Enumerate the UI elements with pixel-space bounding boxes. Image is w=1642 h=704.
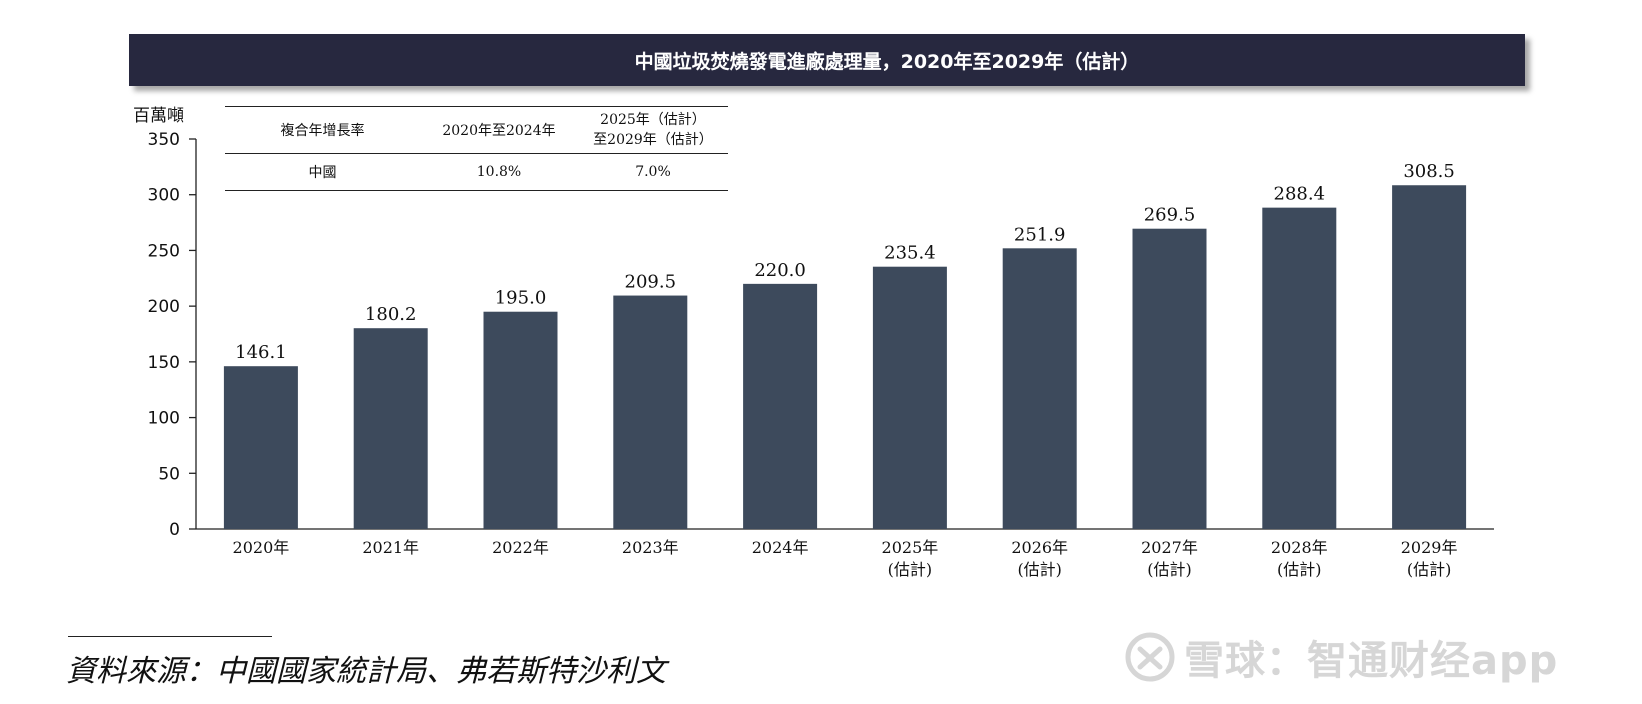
bar-value-label: 220.0	[754, 260, 806, 281]
cagr-table: 複合年增長率 2020年至2024年 2025年（估計） 至2029年（估計） …	[225, 106, 728, 191]
x-tick-label: 2024年	[752, 538, 809, 557]
bar-value-label: 288.4	[1274, 184, 1326, 205]
bar	[1002, 248, 1077, 529]
y-tick-label: 100	[148, 409, 180, 429]
x-tick-label: 2027年	[1141, 538, 1198, 557]
bar	[613, 295, 688, 529]
x-tick-label: 2029年	[1401, 538, 1458, 557]
cagr-header-label: 複合年增長率	[280, 123, 365, 139]
cagr-header-period2: 2025年（估計） 至2029年（估計）	[578, 110, 728, 150]
y-tick-label: 350	[148, 130, 180, 150]
bar-value-label: 195.0	[495, 288, 547, 309]
chart-title: 中國垃圾焚燒發電進廠處理量，2020年至2029年（估計）	[634, 50, 1140, 73]
x-tick-label: 2022年	[492, 538, 549, 557]
bar	[353, 328, 428, 529]
x-tick-sublabel: (估計)	[1277, 560, 1322, 579]
x-tick-label: 2021年	[362, 538, 419, 557]
cagr-table-header: 複合年增長率 2020年至2024年 2025年（估計） 至2029年（估計）	[225, 106, 728, 153]
x-tick-sublabel: (估計)	[1407, 560, 1452, 579]
watermark: 雪球：智通财经app	[1124, 628, 1558, 686]
cagr-header-period2-line1: 2025年（估計）	[600, 112, 706, 128]
bar	[1392, 185, 1467, 529]
bar-value-label: 269.5	[1144, 205, 1196, 226]
cagr-row-region: 中國	[308, 165, 337, 181]
bar-value-label: 146.1	[235, 342, 287, 363]
x-tick-sublabel: (估計)	[1017, 560, 1062, 579]
x-tick-label: 2025年	[882, 538, 939, 557]
cagr-row-value2: 7.0%	[635, 164, 671, 180]
watermark-text: 雪球：智通财经app	[1184, 638, 1559, 684]
x-tick-label: 2020年	[233, 538, 290, 557]
bar-value-label: 251.9	[1014, 224, 1066, 245]
x-tick-label: 2026年	[1011, 538, 1068, 557]
y-tick-label: 200	[148, 297, 180, 317]
cagr-table-row: 中國 10.8% 7.0%	[225, 153, 728, 191]
chart-title-bar: 中國垃圾焚燒發電進廠處理量，2020年至2029年（估計）	[129, 34, 1525, 86]
x-tick-label: 2028年	[1271, 538, 1328, 557]
bar	[1262, 207, 1337, 529]
source-divider	[68, 636, 272, 637]
bar	[743, 283, 818, 529]
bar	[223, 366, 298, 529]
y-tick-label: 300	[148, 186, 180, 206]
x-tick-sublabel: (估計)	[1147, 560, 1192, 579]
y-tick-label: 150	[148, 353, 180, 373]
bar	[872, 266, 947, 529]
bar-value-label: 180.2	[365, 304, 417, 325]
source-note: 資料來源：中國國家統計局、弗若斯特沙利文	[66, 654, 666, 689]
y-tick-label: 50	[158, 464, 180, 484]
x-tick-sublabel: (估計)	[888, 560, 933, 579]
y-axis-unit-label: 百萬噸	[133, 106, 184, 126]
bar-value-label: 308.5	[1403, 161, 1455, 182]
bar-value-label: 209.5	[625, 272, 677, 293]
y-tick-label: 0	[169, 520, 180, 540]
bar-value-label: 235.4	[884, 243, 936, 264]
cagr-row-value1: 10.8%	[476, 164, 522, 180]
cagr-header-period1: 2020年至2024年	[442, 123, 556, 139]
xueqiu-logo-icon	[1125, 632, 1175, 682]
x-tick-label: 2023年	[622, 538, 679, 557]
bar	[1132, 228, 1207, 529]
bar	[483, 311, 558, 529]
y-tick-label: 250	[148, 241, 180, 261]
cagr-header-period2-line2: 至2029年（估計）	[593, 132, 713, 148]
